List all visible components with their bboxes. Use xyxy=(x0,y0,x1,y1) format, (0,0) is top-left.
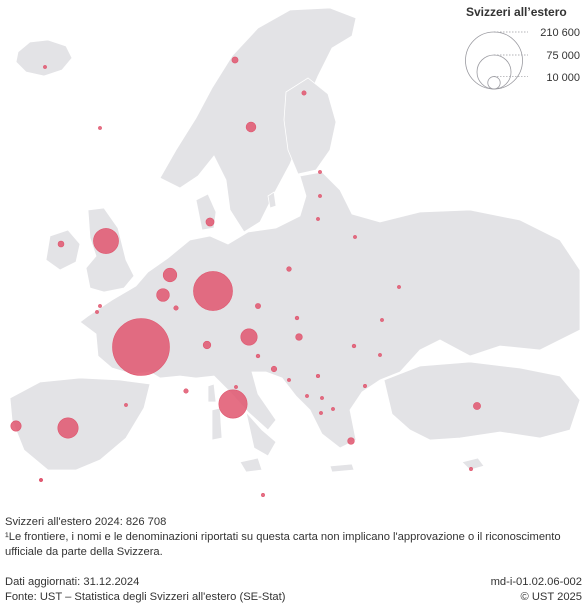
bubble-luxembourg xyxy=(173,305,179,311)
bubble-hungary xyxy=(295,333,303,341)
legend-circle-1 xyxy=(476,54,512,90)
bubble-italy xyxy=(218,389,248,419)
bubble-albania xyxy=(319,411,323,415)
land-corsica xyxy=(207,383,217,403)
bubble-canary-islands xyxy=(39,478,43,482)
bubble-ireland xyxy=(57,240,65,248)
bubble-germany xyxy=(193,271,233,311)
bubble-montenegro xyxy=(305,394,309,398)
land-ireland xyxy=(45,229,81,271)
bubble-moldova xyxy=(378,353,382,357)
bubble-czech-republic xyxy=(255,303,261,309)
bubble-ukraine xyxy=(397,285,401,289)
legend-value-large: 210 600 xyxy=(540,27,580,39)
bubble-croatia xyxy=(270,365,278,373)
land-turkey xyxy=(383,361,581,441)
bubble-jersey xyxy=(98,304,102,308)
bubble-guernsey xyxy=(95,310,99,314)
updated-date: Dati aggiornati: 31.12.2024 xyxy=(5,576,140,588)
land-iceland xyxy=(15,39,73,77)
bubble-france xyxy=(112,318,170,376)
legend-value-small: 10 000 xyxy=(546,72,580,84)
bubble-poland xyxy=(286,266,292,272)
bubble-estonia xyxy=(318,170,322,174)
bubble-malta xyxy=(261,493,265,497)
bubble-liechtenstein xyxy=(202,340,212,350)
bubble-belarus xyxy=(380,318,384,322)
bubble-bulgaria xyxy=(363,384,367,388)
bubble-slovenia xyxy=(255,353,261,359)
bubble-monaco xyxy=(183,388,189,394)
land-crete xyxy=(329,463,355,473)
bubble-sweden xyxy=(245,121,257,133)
legend-circles xyxy=(465,31,528,90)
bubble-latvia xyxy=(318,194,322,198)
copyright: © UST 2025 xyxy=(520,591,582,603)
bubble-austria xyxy=(240,328,258,346)
bubble-turkey xyxy=(473,402,481,410)
bubble-layer xyxy=(10,56,481,497)
bubble-finland xyxy=(301,90,307,96)
disclaimer-note: ¹Le frontiere, i nomi e le denominazioni… xyxy=(5,531,561,558)
land-masses xyxy=(9,7,581,473)
bubble-russia xyxy=(353,235,357,239)
source-text: Fonte: UST – Statistica degli Svizzeri a… xyxy=(5,591,286,603)
legend-circle-2 xyxy=(487,76,501,90)
bubble-portugal xyxy=(10,420,22,432)
legend-title: Svizzeri all’estero xyxy=(466,5,567,19)
bubble-cyprus xyxy=(469,467,473,471)
bubble-netherlands xyxy=(162,267,178,283)
land-sicily xyxy=(239,457,263,473)
bubble-serbia xyxy=(315,373,321,379)
bubble-andorra xyxy=(124,403,128,407)
legend-circle-0 xyxy=(465,31,523,90)
land-continent xyxy=(79,171,581,449)
bubble-norway xyxy=(231,56,239,64)
bubble-kosovo xyxy=(320,396,324,400)
map-code: md-i-01.02.06-002 xyxy=(490,576,582,588)
bubble-slovakia xyxy=(294,315,300,321)
bubble-iceland xyxy=(43,65,47,69)
legend-value-medium: 75 000 xyxy=(546,50,580,62)
land-finland xyxy=(283,77,337,175)
bubble-greece xyxy=(347,437,355,445)
land-sardinia xyxy=(211,407,223,441)
bubble-spain xyxy=(57,417,79,439)
bubble-belgium xyxy=(156,288,170,302)
total-text: Svizzeri all'estero 2024: 826 708 xyxy=(5,516,167,528)
land-iberia xyxy=(9,377,151,471)
bubble-united-kingdom xyxy=(93,228,119,254)
bubble-bosnia-and-herzegovina xyxy=(287,378,291,382)
land-cyprus xyxy=(461,457,485,471)
land-gotland xyxy=(267,191,277,209)
bubble-denmark xyxy=(205,217,215,227)
bubble-san-marino xyxy=(234,385,238,389)
europe-map xyxy=(9,7,581,497)
bubble-north-macedonia xyxy=(331,407,335,411)
bubble-romania xyxy=(351,343,357,349)
bubble-faroe-islands xyxy=(98,126,102,130)
bubble-lithuania xyxy=(316,217,320,221)
land-italy-south xyxy=(245,410,277,457)
